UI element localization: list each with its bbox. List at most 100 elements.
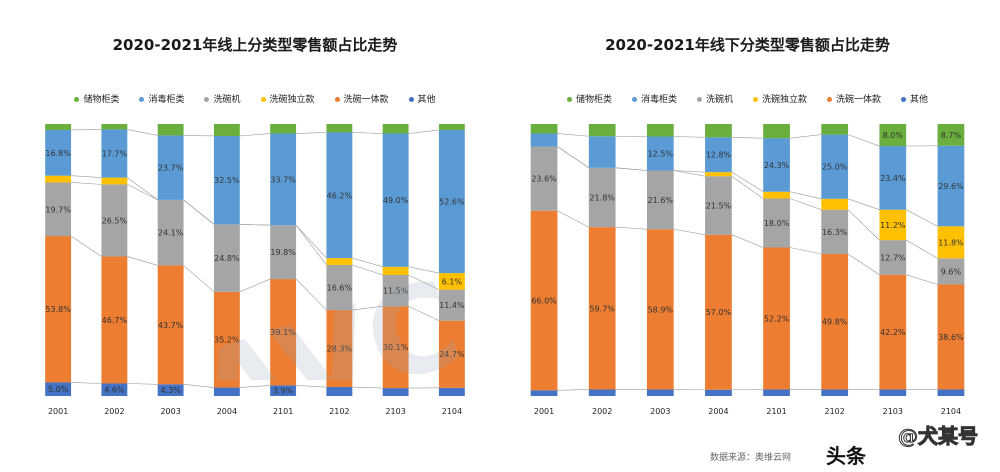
data-label: 3.9% [273,387,294,396]
bar-segment [101,184,128,257]
legend-label: 洗碗一体款 [836,95,882,105]
x-tick-label: 2103 [385,407,405,416]
legend-item: 洗碗独立款 [260,92,315,105]
bar-segment [270,385,297,396]
series-connector-line [789,198,822,210]
legend-label: 其他 [417,95,436,105]
data-label: 58.9% [648,305,674,314]
legend-item: 洗碗独立款 [753,92,807,105]
online-stacked-bar-chart: 5.0% 53.8% 19.7% 16.8% 2001 4.6% 46.7% 26.5% 17.… [45,124,465,416]
data-label: 5.0% [48,385,69,394]
bar-segment [157,199,184,266]
series-connector-line [70,235,102,257]
bar-segment [879,146,907,210]
data-label: 8.0% [883,131,904,140]
legend-label: 储物柜类 [83,95,120,105]
bar-segment [937,226,965,259]
data-label: 52.2% [764,314,790,323]
legend-item: 洗碗一体款 [334,92,389,105]
toutiao-logo: 头条 [826,444,866,468]
bar-segment [213,387,240,396]
bar-segment [157,124,184,136]
legend-item: 储物柜类 [566,92,612,105]
bar-segment [438,289,465,321]
data-label: 19.8% [270,248,296,257]
legend-online: 储物柜类 消毒柜类 洗碗机 洗碗独立款 洗碗一体款 其他 [20,92,490,105]
data-label: 38.6% [938,333,964,342]
series-connector-line [183,384,214,388]
data-label: 26.5% [102,216,128,225]
series-connector-line [352,132,383,134]
bar-segment [45,129,72,176]
x-tick-label: 2003 [160,407,180,416]
legend-swatch [631,97,637,102]
bar-segment [270,124,297,134]
data-label: 46.7% [102,316,128,325]
bar-segment [438,273,465,290]
bar-segment [646,170,674,230]
bar-segment [879,209,907,241]
series-connector-line [71,129,102,131]
legend-item: 洗碗一体款 [827,92,881,105]
x-tick-label: 2102 [329,407,349,416]
data-label: 35.2% [214,336,240,345]
legend-swatch [204,97,210,102]
series-connector-line [847,253,880,275]
data-label: 21.8% [589,193,615,202]
bar-segment [588,136,616,168]
legend-label: 储物柜类 [575,95,612,105]
bar-segment [821,389,849,396]
data-label: 11.4% [439,301,465,310]
series-connector-line [557,133,589,137]
bar-segment [705,124,732,138]
legend-item: 消毒柜类 [139,92,184,105]
bar-segment [763,191,790,199]
data-label: 16.3% [822,228,848,237]
series-connector-line [731,171,764,192]
series-connector-line [295,278,327,311]
series-connector-line [906,274,938,285]
legend-item: 洗碗机 [696,92,733,105]
data-label: 11.5% [383,287,409,296]
legend-swatch [901,97,907,102]
data-label: 16.6% [327,283,353,292]
bar-segment [588,124,616,137]
bar-segment [438,320,465,388]
series-connector-line [408,274,440,290]
x-tick-label: 2001 [534,407,554,416]
chart-title-online: 2020-2021年线上分类型零售额占比走势 [112,36,398,54]
bar-segment [937,124,965,146]
data-label: 57.0% [706,308,732,317]
bar-segment [382,306,409,389]
series-connector-line [615,167,647,171]
x-tick-label: 2102 [825,407,845,416]
bar-segment [763,247,790,390]
x-tick-label: 2101 [766,407,786,416]
bar-segment [763,198,790,248]
bar-segment [588,167,616,228]
data-label: 18.0% [764,219,790,228]
bar-segment [821,198,849,210]
data-label: 23.6% [531,175,557,184]
bar-segment [705,389,732,396]
bar-segment [588,227,616,390]
bar-segment [763,389,790,396]
legend-label: 洗碗机 [213,95,241,105]
bar-segment [530,390,558,396]
series-connector-line [673,170,706,177]
bar-segment [937,258,965,285]
bar-segment [101,256,128,384]
bar-segment [646,389,674,396]
bar-segment [45,124,72,130]
data-label: 49.8% [822,318,848,327]
series-connector-line [296,132,327,134]
data-label: 23.7% [158,164,184,173]
data-label: 24.7% [439,350,465,359]
data-label: 49.0% [383,196,409,205]
bar-segment [101,124,128,130]
bar-segment [821,209,849,255]
legend-swatch [139,97,145,102]
legend-swatch [753,97,758,102]
legend-swatch [566,97,572,102]
bar-segment [763,124,790,139]
